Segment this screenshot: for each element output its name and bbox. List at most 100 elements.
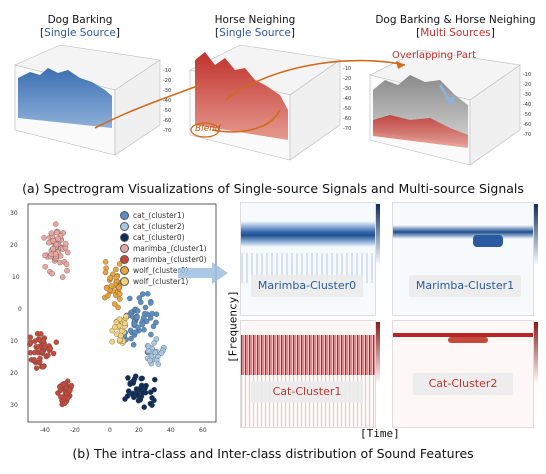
legend-label: wolf_(cluster0) <box>133 266 189 275</box>
scatter-point <box>64 249 71 256</box>
scatter-point <box>54 229 60 236</box>
scatter-point <box>105 292 111 299</box>
scatter-point <box>118 328 125 334</box>
legend-label: wolf_(cluster1) <box>133 277 189 286</box>
scatter-point <box>130 391 136 398</box>
title-mixed: Dog Barking & Horse Neighing [Multi Sour… <box>368 14 543 40</box>
title-horse-bracket-open: [ <box>215 27 220 39</box>
scatter-point <box>134 314 140 320</box>
blend-circle <box>190 122 220 138</box>
spectrogram-surface-mixed-red <box>373 115 468 148</box>
scatter-point <box>141 404 147 410</box>
scatter-point <box>112 324 118 330</box>
scatter-point <box>113 274 120 280</box>
legend-swatch <box>120 266 129 275</box>
legend-item: marimba_(cluster1) <box>120 243 207 254</box>
scatter-point <box>36 343 42 350</box>
svg-text:-20: -20 <box>343 76 351 82</box>
scatter-point <box>127 295 133 302</box>
scatter-point <box>139 375 145 382</box>
x-axis-label-time: [Time] <box>360 427 400 440</box>
scatter-point <box>31 357 38 363</box>
svg-text:-20: -20 <box>70 427 80 434</box>
scatter-point <box>139 321 146 328</box>
svg-text:-50: -50 <box>343 106 351 112</box>
legend-swatch <box>120 277 129 286</box>
scatter-point <box>135 324 141 331</box>
scatter-point <box>47 345 54 352</box>
scatter-point <box>117 296 123 302</box>
blend-arrow-left <box>94 84 201 129</box>
scatter-point <box>138 299 144 305</box>
tsne-scatter-plot: 30 20 10 0 -10 -20 -30 -40 -20 0 20 40 60 <box>10 203 217 434</box>
legend-item: cat_(cluster0) <box>120 232 207 243</box>
title-horse-tag: Single Source <box>219 27 291 39</box>
scatter-point <box>138 383 145 389</box>
svg-text:30: 30 <box>10 210 18 217</box>
svg-text:-70: -70 <box>523 132 531 138</box>
blend-arrow-top <box>224 59 406 101</box>
scatter-point <box>151 340 157 346</box>
spectrogram-label: Marimba-Cluster0 <box>251 275 363 297</box>
scatter-point <box>57 384 63 390</box>
spectrogram-marimba-cluster0: Marimba-Cluster0 <box>240 202 376 316</box>
y-axis-label-frequency: [Frequency] <box>226 290 240 363</box>
scatter-point <box>130 380 137 386</box>
scatter-point <box>155 361 162 367</box>
scatter-point <box>102 259 109 265</box>
svg-text:-70: -70 <box>343 126 351 132</box>
svg-text:-60: -60 <box>163 118 171 124</box>
scatter-point <box>134 308 141 314</box>
scatter-point <box>31 349 38 356</box>
scatter-point <box>103 285 110 291</box>
scatter-point <box>137 397 144 403</box>
scatter-point <box>149 395 155 401</box>
scatter-point <box>125 375 131 381</box>
colorbar-1 <box>376 204 380 264</box>
title-dog-barking: Dog Barking [Single Source] <box>20 14 140 40</box>
legend-label: cat_(cluster1) <box>133 211 185 220</box>
scatter-point <box>33 365 40 371</box>
scatter-point <box>53 221 59 227</box>
spectrogram-surface-horse <box>195 52 288 140</box>
svg-text:-30: -30 <box>10 402 18 409</box>
scatter-point <box>118 332 124 339</box>
scatter-point <box>147 400 154 407</box>
scatter-point <box>140 291 146 297</box>
spectrogram-cat-cluster2: Cat-Cluster2 <box>392 320 534 428</box>
svg-text:-60: -60 <box>343 116 351 122</box>
scatter-point <box>147 357 153 364</box>
scatter-point <box>62 400 68 407</box>
title-horse-neighing: Horse Neighing [Single Source] <box>195 14 315 40</box>
scatter-point <box>68 382 75 389</box>
legend-swatch <box>120 222 129 231</box>
scatter-point <box>102 269 109 276</box>
legend-label: marimba_(cluster1) <box>133 244 207 253</box>
legend-label: marimba_(cluster0) <box>133 255 207 264</box>
spectrogram-3d-panel: -10 -20 -30 -40 -50 -60 -70 -10 -20 -30 -40 -50 -60… <box>14 44 531 166</box>
scatter-point <box>42 252 48 259</box>
svg-text:-40: -40 <box>40 427 50 434</box>
svg-text:-10: -10 <box>523 72 531 78</box>
legend-item: cat_(cluster1) <box>120 210 207 221</box>
scatter-point <box>50 350 57 357</box>
svg-text:-40: -40 <box>523 102 531 108</box>
scatter-point <box>52 251 59 257</box>
scatter-point <box>132 329 139 335</box>
colorbar-2 <box>534 204 538 264</box>
scatter-point <box>111 301 118 307</box>
scatter-point <box>38 331 44 337</box>
scatter-point <box>41 235 47 241</box>
scatter-point <box>67 387 73 394</box>
title-horse-bracket-close: ] <box>290 27 295 39</box>
scatter-legend: cat_(cluster1) cat_(cluster2) cat_(clust… <box>120 210 207 287</box>
blend-label: Blend <box>195 124 221 134</box>
scatter-point <box>145 291 151 297</box>
scatter-point <box>50 238 56 244</box>
scatter-point <box>113 319 120 326</box>
overlap-label: Overlapping Part <box>392 50 477 61</box>
scatter-point <box>141 326 147 333</box>
scatter-point <box>48 230 55 236</box>
svg-text:20: 20 <box>135 427 143 434</box>
scatter-point <box>135 392 141 398</box>
